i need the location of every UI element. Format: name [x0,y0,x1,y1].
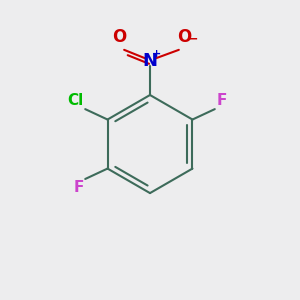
Text: F: F [74,181,84,196]
Text: −: − [187,33,198,46]
Text: O: O [112,28,126,46]
Text: +: + [152,49,161,59]
Text: O: O [177,28,191,46]
Text: N: N [142,52,158,70]
Text: F: F [216,93,226,108]
Text: Cl: Cl [68,93,84,108]
